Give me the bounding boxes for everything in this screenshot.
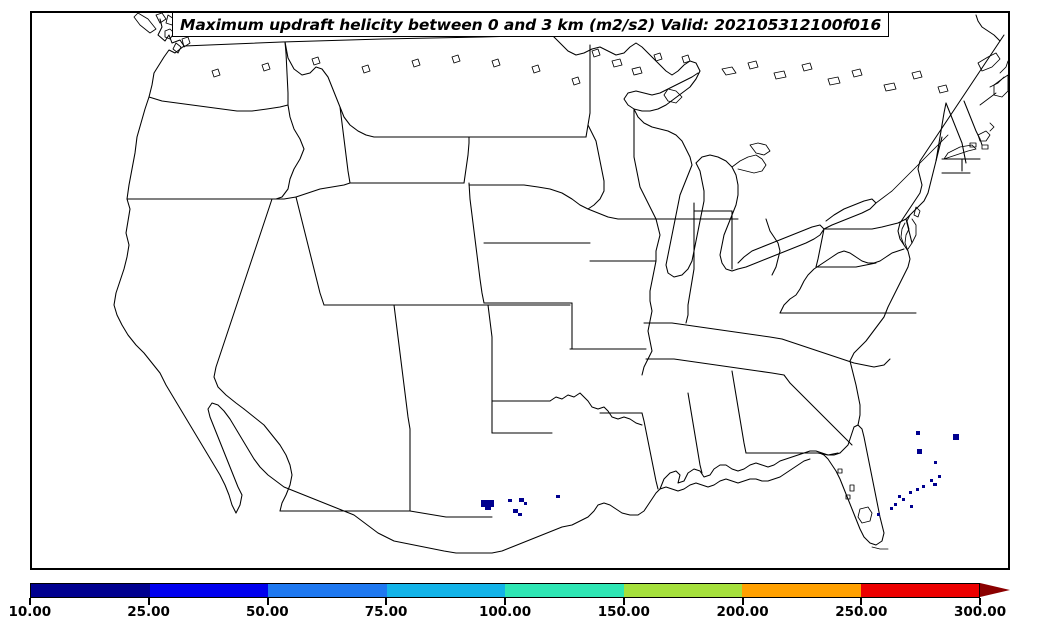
map-geography — [32, 13, 1008, 568]
colorbar-tick-labels: 10.00 25.00 50.00 75.00 100.00 150.00 200.00 25… — [0, 604, 1037, 626]
colorbar-tick-label: 300.00 — [954, 604, 1007, 620]
colorbar-tick-label: 200.00 — [716, 604, 769, 620]
colorbar — [30, 583, 1010, 598]
colorbar-tick — [147, 598, 150, 605]
colorbar-tick — [266, 598, 269, 605]
colorbar-segment-75-100 — [386, 584, 505, 597]
colorbar-tick-label: 100.00 — [479, 604, 532, 620]
state-borders — [127, 42, 982, 517]
coastlines-and-borders — [114, 13, 1008, 553]
colorbar-segment-25-50 — [149, 584, 268, 597]
colorbar-ticks — [29, 598, 1010, 606]
colorbar-tick — [385, 598, 388, 605]
colorbar-tick-label: 10.00 — [8, 604, 52, 620]
colorbar-segments — [30, 583, 980, 598]
colorbar-tick-label: 150.00 — [597, 604, 650, 620]
colorbar-tick — [741, 598, 744, 605]
colorbar-extend-arrow — [980, 583, 1010, 597]
colorbar-segment-250-300 — [860, 584, 979, 597]
map-title-text: Maximum updraft helicity between 0 and 3… — [180, 15, 882, 34]
colorbar-segment-150-200 — [623, 584, 742, 597]
colorbar-tick — [29, 598, 31, 605]
colorbar-tick-label: 250.00 — [835, 604, 888, 620]
colorbar-tick — [504, 598, 506, 605]
colorbar-segment-10-25 — [31, 584, 150, 597]
colorbar-segment-50-75 — [268, 584, 387, 597]
colorbar-tick — [860, 598, 863, 605]
map-panel — [30, 11, 1010, 570]
colorbar-tick-label: 75.00 — [364, 604, 408, 620]
map-title-box: Maximum updraft helicity between 0 and 3… — [172, 12, 890, 37]
colorbar-tick — [622, 598, 625, 605]
colorbar-tick — [979, 598, 981, 605]
colorbar-tick-label: 50.00 — [246, 604, 289, 620]
colorbar-segment-200-250 — [742, 584, 861, 597]
colorbar-tick-label: 25.00 — [127, 604, 170, 620]
colorbar-segment-100-150 — [505, 584, 624, 597]
updraft-helicity-cells — [481, 431, 959, 516]
